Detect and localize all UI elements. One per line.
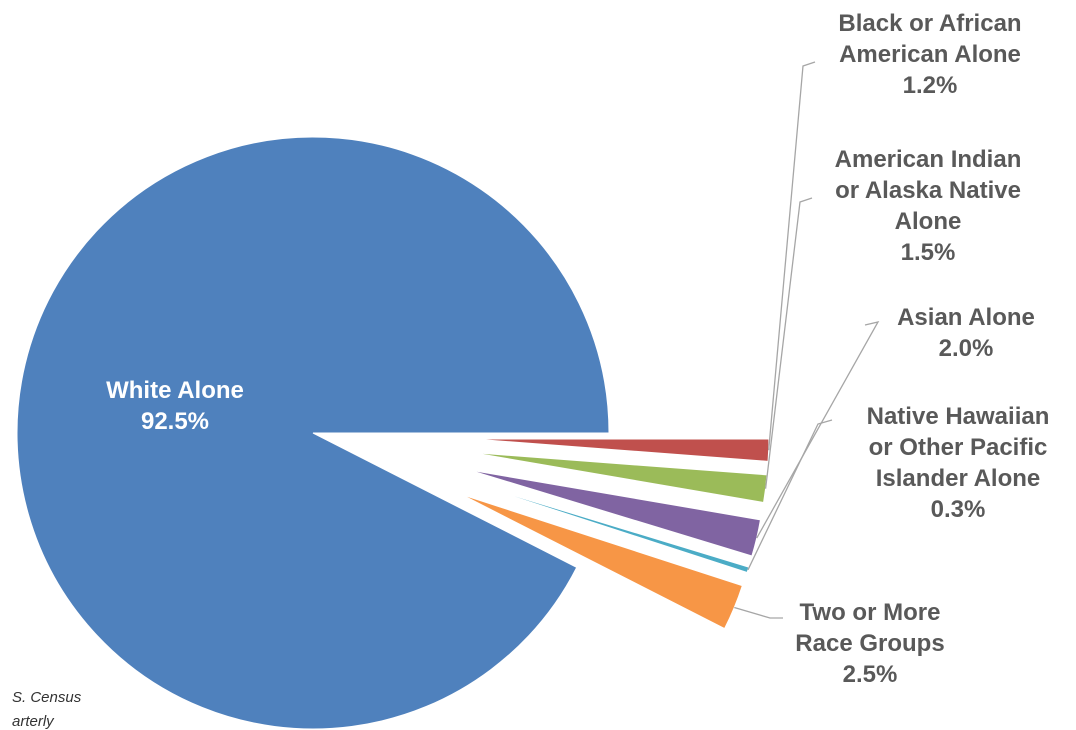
leader-line-1: [768, 61, 816, 451]
slice-label-0: White Alone 92.5%: [106, 377, 244, 435]
slice-category-label: or Other Pacific: [869, 434, 1048, 461]
slice-label-4: Native Hawaiian or Other Pacific Islander …: [867, 403, 1050, 523]
slice-label-3: Asian Alone 2.0%: [897, 304, 1035, 362]
slice-category-label: White Alone: [106, 377, 244, 404]
slice-category-label: Alone: [895, 208, 962, 235]
leader-line-4: [747, 419, 833, 571]
slice-value-label: 2.0%: [939, 335, 994, 362]
slice-category-label: Two or More: [800, 599, 941, 626]
slice-value-label: 1.2%: [903, 72, 958, 99]
slice-category-label: Native Hawaiian: [867, 403, 1050, 430]
slice-value-label: 1.5%: [901, 239, 956, 266]
source-footnote-line-1: S. Census: [12, 689, 82, 706]
slice-label-2: American Indian or Alaska Native Alone 1.5%: [835, 146, 1022, 266]
slice-category-label: American Alone: [839, 41, 1021, 68]
leader-line-2: [764, 197, 813, 489]
pie-slices: [16, 136, 770, 730]
leader-line-5: [734, 606, 783, 619]
slice-value-label: 2.5%: [843, 661, 898, 688]
pie-slice-white-alone: [16, 136, 610, 730]
slice-category-label: Asian Alone: [897, 304, 1035, 331]
slice-category-label: Islander Alone: [876, 465, 1040, 492]
slice-value-label: 0.3%: [931, 496, 986, 523]
slice-label-5: Two or More Race Groups 2.5%: [795, 599, 944, 688]
leader-lines: [734, 61, 880, 619]
leader-line-3: [756, 321, 880, 539]
slice-value-label: 92.5%: [141, 408, 209, 435]
slice-category-label: or Alaska Native: [835, 177, 1021, 204]
source-footnote: S. Census arterly: [12, 689, 82, 730]
slice-category-label: Black or African: [838, 10, 1021, 37]
source-footnote-line-2: arterly: [12, 713, 55, 730]
slice-labels: White Alone 92.5% Black or African American…: [106, 10, 1049, 688]
slice-category-label: American Indian: [835, 146, 1022, 173]
slice-label-1: Black or African American Alone 1.2%: [838, 10, 1021, 99]
slice-category-label: Race Groups: [795, 630, 944, 657]
